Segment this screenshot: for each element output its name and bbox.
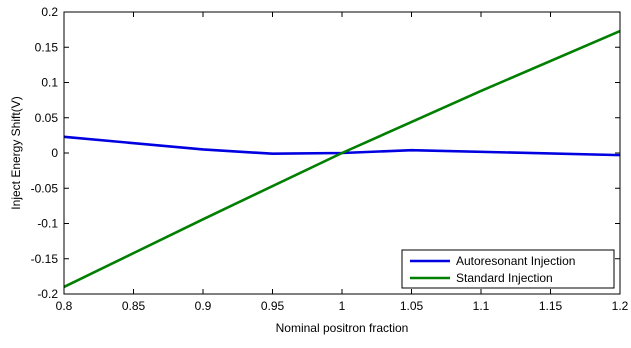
y-tick-label: 0.2 <box>41 5 58 19</box>
x-tick-label: 0.8 <box>56 299 73 313</box>
y-axis-title: Inject Energy Shift(V) <box>9 96 23 209</box>
y-tick-label: 0 <box>51 146 58 160</box>
series-layer <box>63 29 621 289</box>
x-tick-label: 1.1 <box>473 299 490 313</box>
series-line-1 <box>63 29 621 289</box>
y-tick-label: 0.15 <box>35 40 59 54</box>
x-tick-label: 1.05 <box>400 299 424 313</box>
legend: Autoresonant Injection Standard Injection <box>401 249 615 289</box>
y-tick-label: 0.05 <box>35 111 59 125</box>
plot-frame <box>63 11 621 295</box>
y-tick-label: 0.1 <box>41 76 58 90</box>
legend-label-0: Autoresonant Injection <box>456 254 575 268</box>
legend-label-1: Standard Injection <box>456 271 553 285</box>
x-tick-label: 1 <box>339 299 346 313</box>
y-tick-label: -0.05 <box>31 181 59 195</box>
y-tick-label: -0.15 <box>31 252 59 266</box>
ticks-layer: 0.8 0.85 0.9 0.95 1 1.05 1.1 1.15 1.2 -0.2 -0.15 -0… <box>31 5 629 313</box>
y-tick-label: -0.2 <box>37 287 58 301</box>
x-tick-label: 1.15 <box>539 299 563 313</box>
x-axis-title: Nominal positron fraction <box>276 321 409 335</box>
x-tick-label: 0.85 <box>122 299 146 313</box>
x-tick-label: 0.9 <box>195 299 212 313</box>
series-line-0 <box>63 135 621 157</box>
y-tick-label: -0.1 <box>37 217 58 231</box>
x-tick-label: 0.95 <box>261 299 285 313</box>
legend-box <box>401 249 615 289</box>
x-tick-label: 1.2 <box>612 299 629 313</box>
